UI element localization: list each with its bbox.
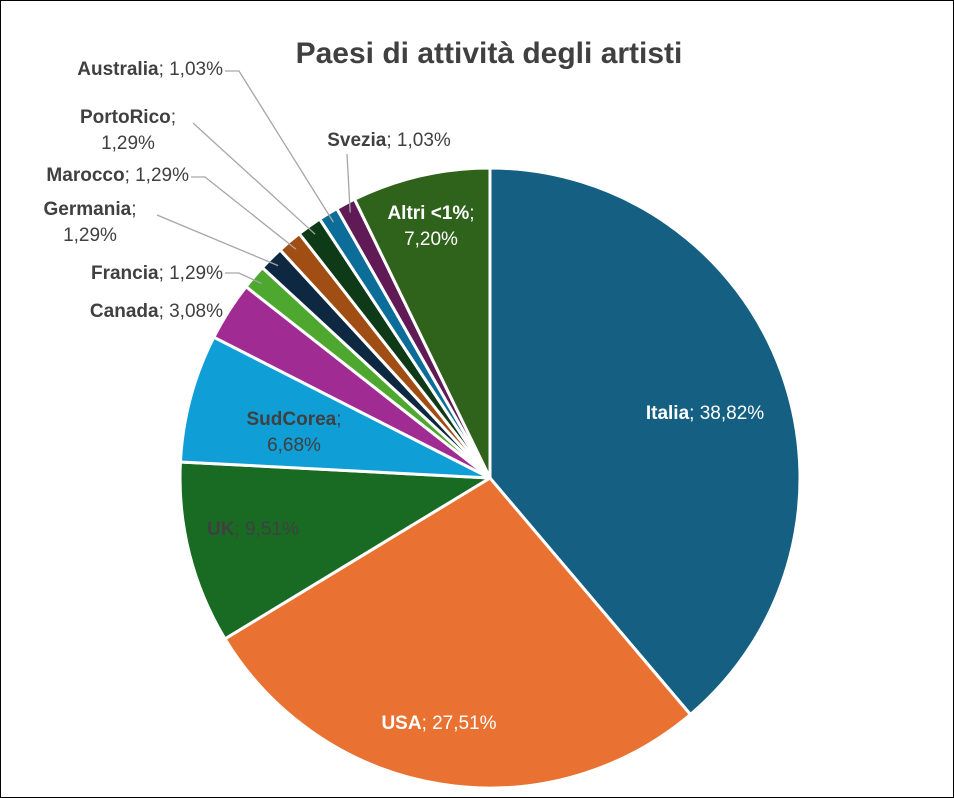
data-label: Italia; 38,82% — [646, 403, 764, 424]
leader-line — [156, 214, 279, 267]
data-label: UK; 9,51% — [207, 519, 299, 540]
leader-line — [225, 70, 334, 223]
leader-line — [191, 176, 297, 250]
chart-title: Paesi di attività degli artisti — [296, 37, 683, 70]
data-label: Marocco; 1,29% — [46, 165, 189, 186]
pie-slice-italia — [488, 166, 802, 717]
data-label: SudCorea; 6,68% — [246, 409, 341, 456]
data-labels: Italia; 38,82% USA; 27,51% UK; 9,51% SudCor… — [44, 59, 765, 734]
data-label: USA; 27,51% — [381, 713, 496, 734]
pie-slice-sudcorea — [178, 335, 492, 480]
pie-slice-usa — [223, 476, 692, 790]
pie-slice-uk — [178, 460, 492, 641]
data-label: Germania; 1,29% — [44, 199, 137, 246]
leader-line — [225, 272, 262, 285]
data-label: PortoRico; 1,29% — [80, 107, 176, 154]
pie-slices — [178, 166, 802, 790]
data-label: Svezia; 1,03% — [327, 130, 451, 151]
data-label: Canada; 3,08% — [90, 301, 223, 322]
leader-line — [192, 122, 316, 235]
pie-slice-altri-1 — [353, 166, 492, 480]
data-label: Francia; 1,29% — [91, 263, 223, 284]
leader-lines — [156, 70, 351, 285]
data-label: Altri <1%; 7,20% — [387, 203, 474, 250]
leader-line — [346, 153, 351, 213]
data-label: Australia; 1,03% — [77, 59, 223, 80]
